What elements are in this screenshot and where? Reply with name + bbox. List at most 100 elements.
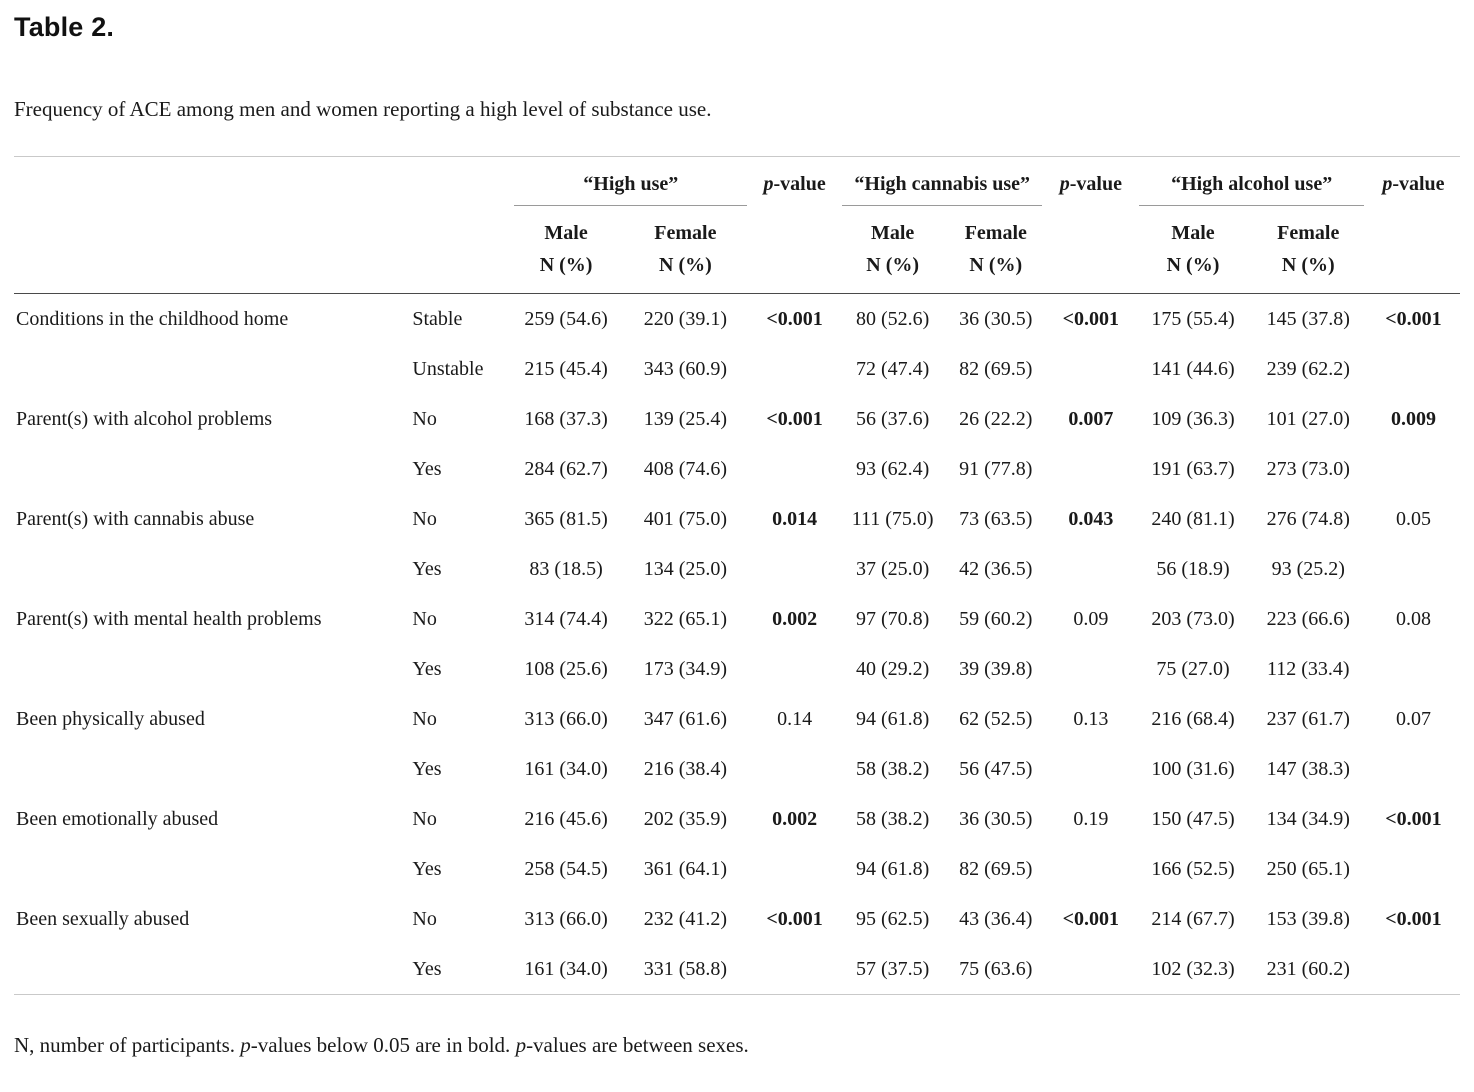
- cell-high-alcohol-female: 276 (74.8): [1266, 507, 1350, 530]
- footnote-text: -values are between sexes.: [526, 1033, 749, 1057]
- col-header-female: Female: [654, 222, 717, 244]
- cell-high-use-male: 365 (81.5): [524, 507, 608, 530]
- header-npct-row: N (%) N (%) N (%) N (%) N (%) N (%): [14, 246, 1460, 294]
- cell-high-alcohol-male: 150 (47.5): [1151, 807, 1235, 830]
- cell-high-cannabis-male: 95 (62.5): [856, 907, 930, 930]
- table-row: Yes 83 (18.5) 134 (25.0) 37 (25.0) 42 (3…: [14, 544, 1460, 594]
- cell-high-use-male: 161 (34.0): [524, 757, 608, 780]
- pvalue-p: p: [1059, 173, 1070, 195]
- row-level: Yes: [412, 657, 442, 680]
- col-header-npct: N (%): [866, 254, 920, 276]
- cell-high-use-female: 347 (61.6): [643, 707, 728, 730]
- row-level: Yes: [412, 557, 442, 580]
- cell-high-use-pvalue: [750, 844, 839, 894]
- cell-high-use-female: 216 (38.4): [643, 757, 728, 780]
- cell-high-alcohol-male: 75 (27.0): [1156, 657, 1230, 680]
- cell-high-alcohol-female: 231 (60.2): [1266, 957, 1350, 980]
- cell-high-cannabis-pvalue: [1045, 944, 1136, 995]
- cell-high-cannabis-pvalue: 0.09: [1073, 607, 1109, 630]
- col-header-male: Male: [544, 222, 588, 244]
- row-label: [14, 544, 410, 594]
- row-label: Been physically abused: [16, 707, 205, 730]
- row-label: Parent(s) with alcohol problems: [16, 407, 273, 430]
- col-header-npct: N (%): [539, 254, 593, 276]
- cell-high-alcohol-male: 240 (81.1): [1151, 507, 1235, 530]
- row-level: Yes: [412, 457, 442, 480]
- cell-high-use-male: 215 (45.4): [524, 357, 608, 380]
- row-level: No: [412, 407, 437, 430]
- cell-high-use-pvalue: 0.002: [772, 807, 818, 830]
- cell-high-cannabis-pvalue: [1045, 744, 1136, 794]
- cell-high-alcohol-female: 250 (65.1): [1266, 857, 1350, 880]
- table-row: Yes 258 (54.5) 361 (64.1) 94 (61.8) 82 (…: [14, 844, 1460, 894]
- cell-high-use-female: 139 (25.4): [643, 407, 728, 430]
- cell-high-cannabis-female: 59 (60.2): [959, 607, 1033, 630]
- cell-high-use-male: 161 (34.0): [524, 957, 608, 980]
- row-level: No: [412, 807, 437, 830]
- col-header-npct: N (%): [969, 254, 1023, 276]
- cell-high-alcohol-female: 223 (66.6): [1266, 607, 1350, 630]
- cell-high-use-male: 83 (18.5): [529, 557, 603, 580]
- cell-high-alcohol-female: 153 (39.8): [1266, 907, 1350, 930]
- cell-high-use-pvalue: [750, 744, 839, 794]
- cell-high-cannabis-male: 58 (38.2): [856, 757, 930, 780]
- cell-high-cannabis-male: 56 (37.6): [856, 407, 930, 430]
- cell-high-alcohol-pvalue: <0.001: [1366, 293, 1460, 344]
- row-label: Conditions in the childhood home: [14, 293, 411, 344]
- cell-high-cannabis-female: 26 (22.2): [959, 407, 1033, 430]
- pvalue-header-1: p-value: [750, 157, 839, 294]
- cell-high-cannabis-male: 72 (47.4): [856, 357, 930, 380]
- cell-high-alcohol-pvalue: [1367, 844, 1460, 894]
- row-level: Yes: [412, 957, 442, 980]
- cell-high-alcohol-female: 145 (37.8): [1249, 293, 1367, 344]
- cell-high-alcohol-pvalue: <0.001: [1385, 807, 1442, 830]
- table-row: Parent(s) with mental health problems No…: [14, 594, 1460, 644]
- cell-high-use-pvalue: [750, 444, 839, 494]
- cell-high-alcohol-pvalue: <0.001: [1385, 907, 1442, 930]
- table-row: Yes 161 (34.0) 216 (38.4) 58 (38.2) 56 (…: [14, 744, 1460, 794]
- group-header-high-use: “High use”: [511, 157, 750, 208]
- cell-high-alcohol-male: 141 (44.6): [1151, 357, 1235, 380]
- cell-high-cannabis-pvalue: [1045, 544, 1136, 594]
- cell-high-cannabis-female: 39 (39.8): [959, 657, 1033, 680]
- cell-high-alcohol-male: 166 (52.5): [1151, 857, 1235, 880]
- cell-high-use-pvalue: [750, 544, 839, 594]
- table-row: Unstable 215 (45.4) 343 (60.9) 72 (47.4)…: [14, 344, 1460, 394]
- cell-high-alcohol-male: 175 (55.4): [1136, 293, 1250, 344]
- table-row: Been sexually abused No 313 (66.0) 232 (…: [14, 894, 1460, 944]
- cell-high-alcohol-pvalue: [1367, 744, 1460, 794]
- cell-high-cannabis-female: 91 (77.8): [959, 457, 1033, 480]
- header-sex-row: Male Female Male Female Male Female: [14, 207, 1460, 246]
- cell-high-cannabis-female: 36 (30.5): [946, 293, 1046, 344]
- table-row: Yes 284 (62.7) 408 (74.6) 93 (62.4) 91 (…: [14, 444, 1460, 494]
- header-spacer: [14, 157, 511, 294]
- cell-high-alcohol-pvalue: [1367, 344, 1460, 394]
- row-level: Yes: [412, 857, 442, 880]
- cell-high-use-female: 232 (41.2): [643, 907, 728, 930]
- cell-high-use-female: 220 (39.1): [620, 293, 751, 344]
- cell-high-use-male: 216 (45.6): [524, 807, 608, 830]
- cell-high-use-pvalue: <0.001: [766, 407, 823, 430]
- row-label: [14, 344, 410, 394]
- row-level: Stable: [410, 293, 512, 344]
- row-label: [14, 944, 410, 995]
- table-row: Been physically abused No 313 (66.0) 347…: [14, 694, 1460, 744]
- cell-high-cannabis-pvalue: <0.001: [1045, 293, 1137, 344]
- cell-high-alcohol-female: 147 (38.3): [1266, 757, 1350, 780]
- pvalue-suffix: -value: [773, 173, 826, 195]
- cell-high-alcohol-male: 56 (18.9): [1156, 557, 1230, 580]
- cell-high-use-male: 258 (54.5): [524, 857, 608, 880]
- cell-high-alcohol-male: 102 (32.3): [1151, 957, 1235, 980]
- cell-high-alcohol-pvalue: 0.009: [1390, 407, 1436, 430]
- cell-high-use-female: 134 (25.0): [643, 557, 728, 580]
- table-header: “High use” p-value “High cannabis use” p…: [14, 157, 1460, 294]
- row-level: No: [412, 707, 437, 730]
- ace-frequency-table: “High use” p-value “High cannabis use” p…: [14, 156, 1460, 995]
- cell-high-use-pvalue: 0.002: [772, 607, 818, 630]
- cell-high-cannabis-pvalue: [1045, 444, 1136, 494]
- cell-high-alcohol-male: 191 (63.7): [1151, 457, 1235, 480]
- cell-high-alcohol-pvalue: 0.08: [1395, 607, 1431, 630]
- row-label: Been emotionally abused: [16, 807, 219, 830]
- cell-high-cannabis-male: 94 (61.8): [856, 857, 930, 880]
- cell-high-cannabis-female: 36 (30.5): [959, 807, 1033, 830]
